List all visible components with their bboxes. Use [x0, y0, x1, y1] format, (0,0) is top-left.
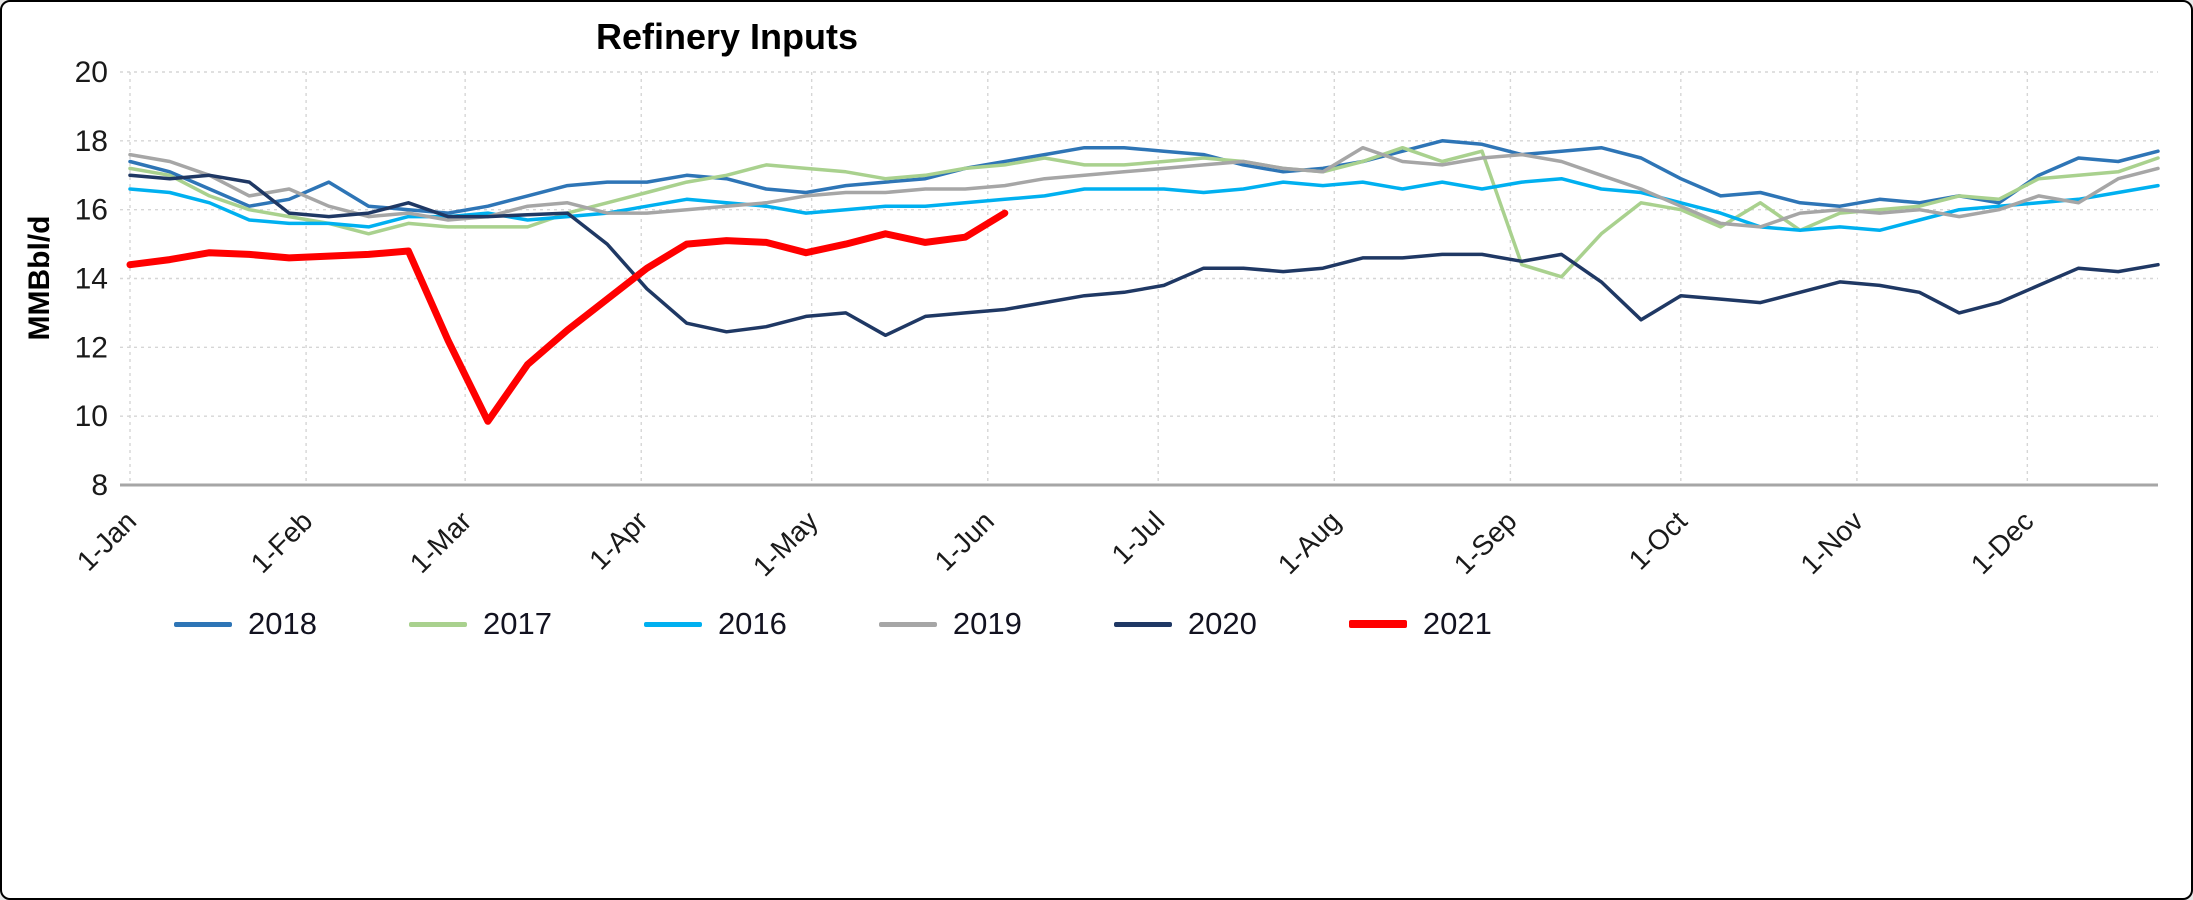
x-tick-label: 1-Jun	[929, 505, 1000, 576]
x-tick-label: 1-Sep	[1448, 505, 1523, 580]
legend-label-2016: 2016	[717, 606, 787, 641]
y-tick-label: 14	[75, 263, 108, 296]
y-tick-label: 12	[75, 331, 108, 364]
x-tick-label: 1-Feb	[245, 505, 319, 579]
series-line-2017	[128, 145, 2160, 279]
x-tick-label: 1-Dec	[1965, 505, 2040, 580]
x-tick-label: 1-Jan	[71, 505, 142, 576]
legend-swatch-2017	[408, 621, 467, 627]
x-tick-label: 1-Mar	[404, 505, 478, 579]
series-line-2020	[128, 173, 2160, 338]
chart-title: Refinery Inputs	[595, 16, 859, 57]
legend-swatch-2016	[643, 621, 702, 627]
legend-item-2016: 2016	[643, 606, 787, 642]
legend-item-2019: 2019	[878, 606, 1022, 642]
x-tick-label: 1-Aug	[1272, 505, 1347, 580]
legend-swatch-2018	[174, 621, 232, 627]
series-line-2021	[126, 209, 1009, 425]
legend-swatch-2020	[1113, 621, 1172, 627]
legend-swatch-2021	[1348, 620, 1407, 628]
y-tick-label: 18	[75, 125, 108, 158]
legend-label-2019: 2019	[952, 606, 1022, 641]
legend-item-2021: 2021	[1348, 606, 1492, 642]
x-tick-label: 1-Jul	[1106, 505, 1171, 570]
y-tick-label: 10	[75, 400, 108, 433]
legend-label-2018: 2018	[248, 606, 317, 641]
legend-label-2021: 2021	[1422, 606, 1492, 641]
legend-item-2020: 2020	[1113, 606, 1257, 642]
chart-legend: 2018 2017 2016 2019 2020 2021	[174, 606, 1492, 642]
y-tick-label: 20	[75, 56, 108, 89]
y-tick-label: 8	[91, 469, 108, 502]
legend-label-2017: 2017	[482, 606, 552, 641]
legend-item-2017: 2017	[408, 606, 552, 642]
x-tick-label: 1-Nov	[1794, 505, 1869, 580]
x-tick-label: 1-May	[747, 505, 824, 582]
legend-label-2020: 2020	[1187, 606, 1257, 641]
y-tick-label: 16	[75, 194, 108, 227]
series-line-2018	[128, 139, 2160, 215]
x-tick-label: 1-Oct	[1623, 505, 1693, 575]
legend-swatch-2019	[878, 621, 937, 627]
x-tick-label: 1-Apr	[583, 505, 653, 575]
legend-item-2018: 2018	[174, 606, 317, 642]
